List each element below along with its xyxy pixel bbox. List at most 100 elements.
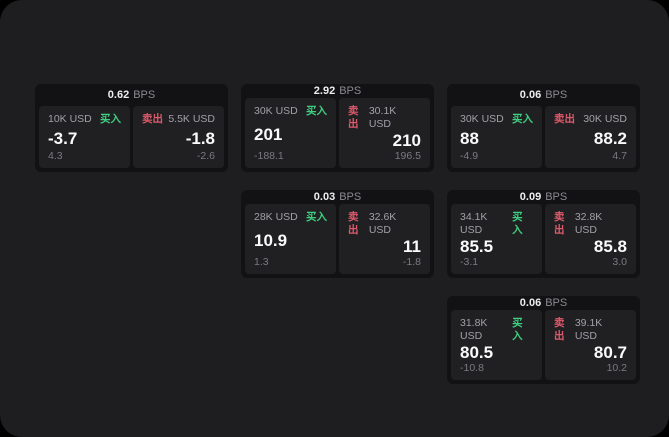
sell-panel[interactable]: 卖出 30.1K USD 210 196.5 (339, 98, 430, 168)
sell-side-label: 卖出 (142, 113, 163, 125)
sell-price: 11 (403, 237, 421, 256)
bps-unit-label: BPS (133, 89, 156, 101)
sell-change: -2.6 (196, 150, 215, 162)
sell-change: 3.0 (612, 256, 627, 268)
buy-amount: 30K USD (254, 105, 298, 117)
bps-value: 0.62 (107, 89, 130, 101)
buy-side-label: 买入 (512, 211, 523, 236)
bps-unit-label: BPS (339, 85, 362, 97)
card-header: 0.03 BPS (241, 190, 434, 204)
buy-side-label: 买入 (512, 113, 533, 125)
buy-panel[interactable]: 31.8K USD 买入 80.5 -10.8 (451, 310, 542, 380)
bps-value: 0.06 (519, 89, 542, 101)
sell-side-label: 卖出 (554, 317, 565, 342)
buy-amount: 34.1K USD (460, 211, 488, 236)
sell-change: 4.7 (612, 150, 627, 162)
sell-amount: 39.1K USD (574, 317, 603, 342)
quote-card[interactable]: 0.06 BPS 30K USD 买入 88 -4.9 卖出 (447, 84, 640, 172)
buy-panel[interactable]: 30K USD 买入 88 -4.9 (451, 106, 542, 168)
sell-amount: 32.6K USD (368, 211, 397, 236)
sell-panel[interactable]: 卖出 39.1K USD 80.7 10.2 (545, 310, 636, 380)
buy-change: 1.3 (254, 256, 269, 268)
buy-side-label: 买入 (306, 105, 327, 117)
buy-panel-top: 28K USD 买入 (254, 211, 327, 224)
bps-value: 0.03 (313, 191, 336, 203)
sell-amount: 30K USD (583, 113, 627, 125)
buy-change: -3.1 (460, 256, 479, 268)
sell-panel-top: 卖出 5.5K USD (142, 113, 215, 126)
sell-panel-top: 卖出 39.1K USD (554, 317, 627, 343)
quotes-column-3: 0.06 BPS 30K USD 买入 88 -4.9 卖出 (447, 84, 640, 384)
bps-unit-label: BPS (339, 191, 362, 203)
quote-card[interactable]: 0.03 BPS 28K USD 买入 10.9 1.3 卖出 (241, 190, 434, 278)
buy-panel[interactable]: 30K USD 买入 201 -188.1 (245, 98, 336, 168)
bps-unit-label: BPS (545, 297, 568, 309)
sell-amount: 5.5K USD (168, 113, 215, 125)
sell-amount: 32.8K USD (574, 211, 603, 236)
buy-change: -188.1 (254, 150, 284, 162)
buy-price: 10.9 (254, 230, 288, 250)
buy-panel-top: 30K USD 买入 (460, 113, 533, 126)
bps-value: 2.92 (313, 85, 336, 97)
card-header: 0.06 BPS (447, 296, 640, 310)
buy-price: -3.7 (48, 128, 78, 148)
sell-price: -1.8 (185, 128, 215, 148)
buy-change: 4.3 (48, 150, 63, 162)
sell-panel-top: 卖出 30.1K USD (348, 105, 421, 131)
bps-value: 0.09 (519, 191, 542, 203)
bps-unit-label: BPS (545, 89, 568, 101)
quote-card[interactable]: 2.92 BPS 30K USD 买入 201 -188.1 卖出 (241, 84, 434, 172)
buy-side-label: 买入 (512, 317, 523, 342)
sell-panel-top: 卖出 32.8K USD (554, 211, 627, 237)
price-panels: 10K USD 买入 -3.7 4.3 卖出 5.5K USD -1.8 -2.… (35, 106, 228, 172)
price-panels: 28K USD 买入 10.9 1.3 卖出 32.6K USD 11 -1.8 (241, 204, 434, 278)
sell-side-label: 卖出 (554, 211, 565, 236)
buy-amount: 31.8K USD (460, 317, 488, 342)
buy-change: -4.9 (460, 150, 479, 162)
quotes-column-1: 0.62 BPS 10K USD 买入 -3.7 4.3 卖出 (35, 84, 228, 172)
quote-card[interactable]: 0.06 BPS 31.8K USD 买入 80.5 -10.8 卖 (447, 296, 640, 384)
buy-amount: 28K USD (254, 211, 298, 223)
buy-panel-top: 10K USD 买入 (48, 113, 121, 126)
card-header: 0.09 BPS (447, 190, 640, 204)
sell-panel[interactable]: 卖出 32.6K USD 11 -1.8 (339, 204, 430, 274)
sell-side-label: 卖出 (348, 211, 359, 236)
sell-panel-top: 卖出 30K USD (554, 113, 627, 126)
buy-panel[interactable]: 10K USD 买入 -3.7 4.3 (39, 106, 130, 168)
card-header: 0.06 BPS (447, 84, 640, 106)
quotes-grid: 0.62 BPS 10K USD 买入 -3.7 4.3 卖出 (35, 84, 640, 384)
buy-price: 88 (460, 128, 479, 148)
sell-price: 80.7 (593, 343, 627, 362)
sell-panel[interactable]: 卖出 30K USD 88.2 4.7 (545, 106, 636, 168)
sell-price: 85.8 (593, 237, 627, 256)
quote-card[interactable]: 0.62 BPS 10K USD 买入 -3.7 4.3 卖出 (35, 84, 228, 172)
buy-amount: 10K USD (48, 113, 92, 125)
buy-panel[interactable]: 28K USD 买入 10.9 1.3 (245, 204, 336, 274)
sell-panel[interactable]: 卖出 32.8K USD 85.8 3.0 (545, 204, 636, 274)
sell-panel[interactable]: 卖出 5.5K USD -1.8 -2.6 (133, 106, 224, 168)
buy-panel[interactable]: 34.1K USD 买入 85.5 -3.1 (451, 204, 542, 274)
buy-panel-top: 34.1K USD 买入 (460, 211, 533, 237)
buy-price: 201 (254, 124, 283, 144)
price-panels: 34.1K USD 买入 85.5 -3.1 卖出 32.8K USD 85.8… (447, 204, 640, 278)
buy-price: 80.5 (460, 343, 494, 362)
buy-side-label: 买入 (306, 211, 327, 223)
buy-change: -10.8 (460, 362, 484, 374)
buy-panel-top: 30K USD 买入 (254, 105, 327, 118)
sell-change: 10.2 (606, 362, 627, 374)
card-header: 2.92 BPS (241, 84, 434, 98)
sell-change: 196.5 (394, 150, 421, 162)
quote-card[interactable]: 0.09 BPS 34.1K USD 买入 85.5 -3.1 卖出 (447, 190, 640, 278)
sell-side-label: 卖出 (348, 105, 359, 130)
sell-change: -1.8 (402, 256, 421, 268)
bps-unit-label: BPS (545, 191, 568, 203)
price-panels: 31.8K USD 买入 80.5 -10.8 卖出 39.1K USD 80.… (447, 310, 640, 384)
buy-panel-top: 31.8K USD 买入 (460, 317, 533, 343)
sell-amount: 30.1K USD (368, 105, 397, 130)
sell-panel-top: 卖出 32.6K USD (348, 211, 421, 237)
price-panels: 30K USD 买入 88 -4.9 卖出 30K USD 88.2 4.7 (447, 106, 640, 172)
sell-side-label: 卖出 (554, 113, 575, 125)
bps-value: 0.06 (519, 297, 542, 309)
buy-amount: 30K USD (460, 113, 504, 125)
